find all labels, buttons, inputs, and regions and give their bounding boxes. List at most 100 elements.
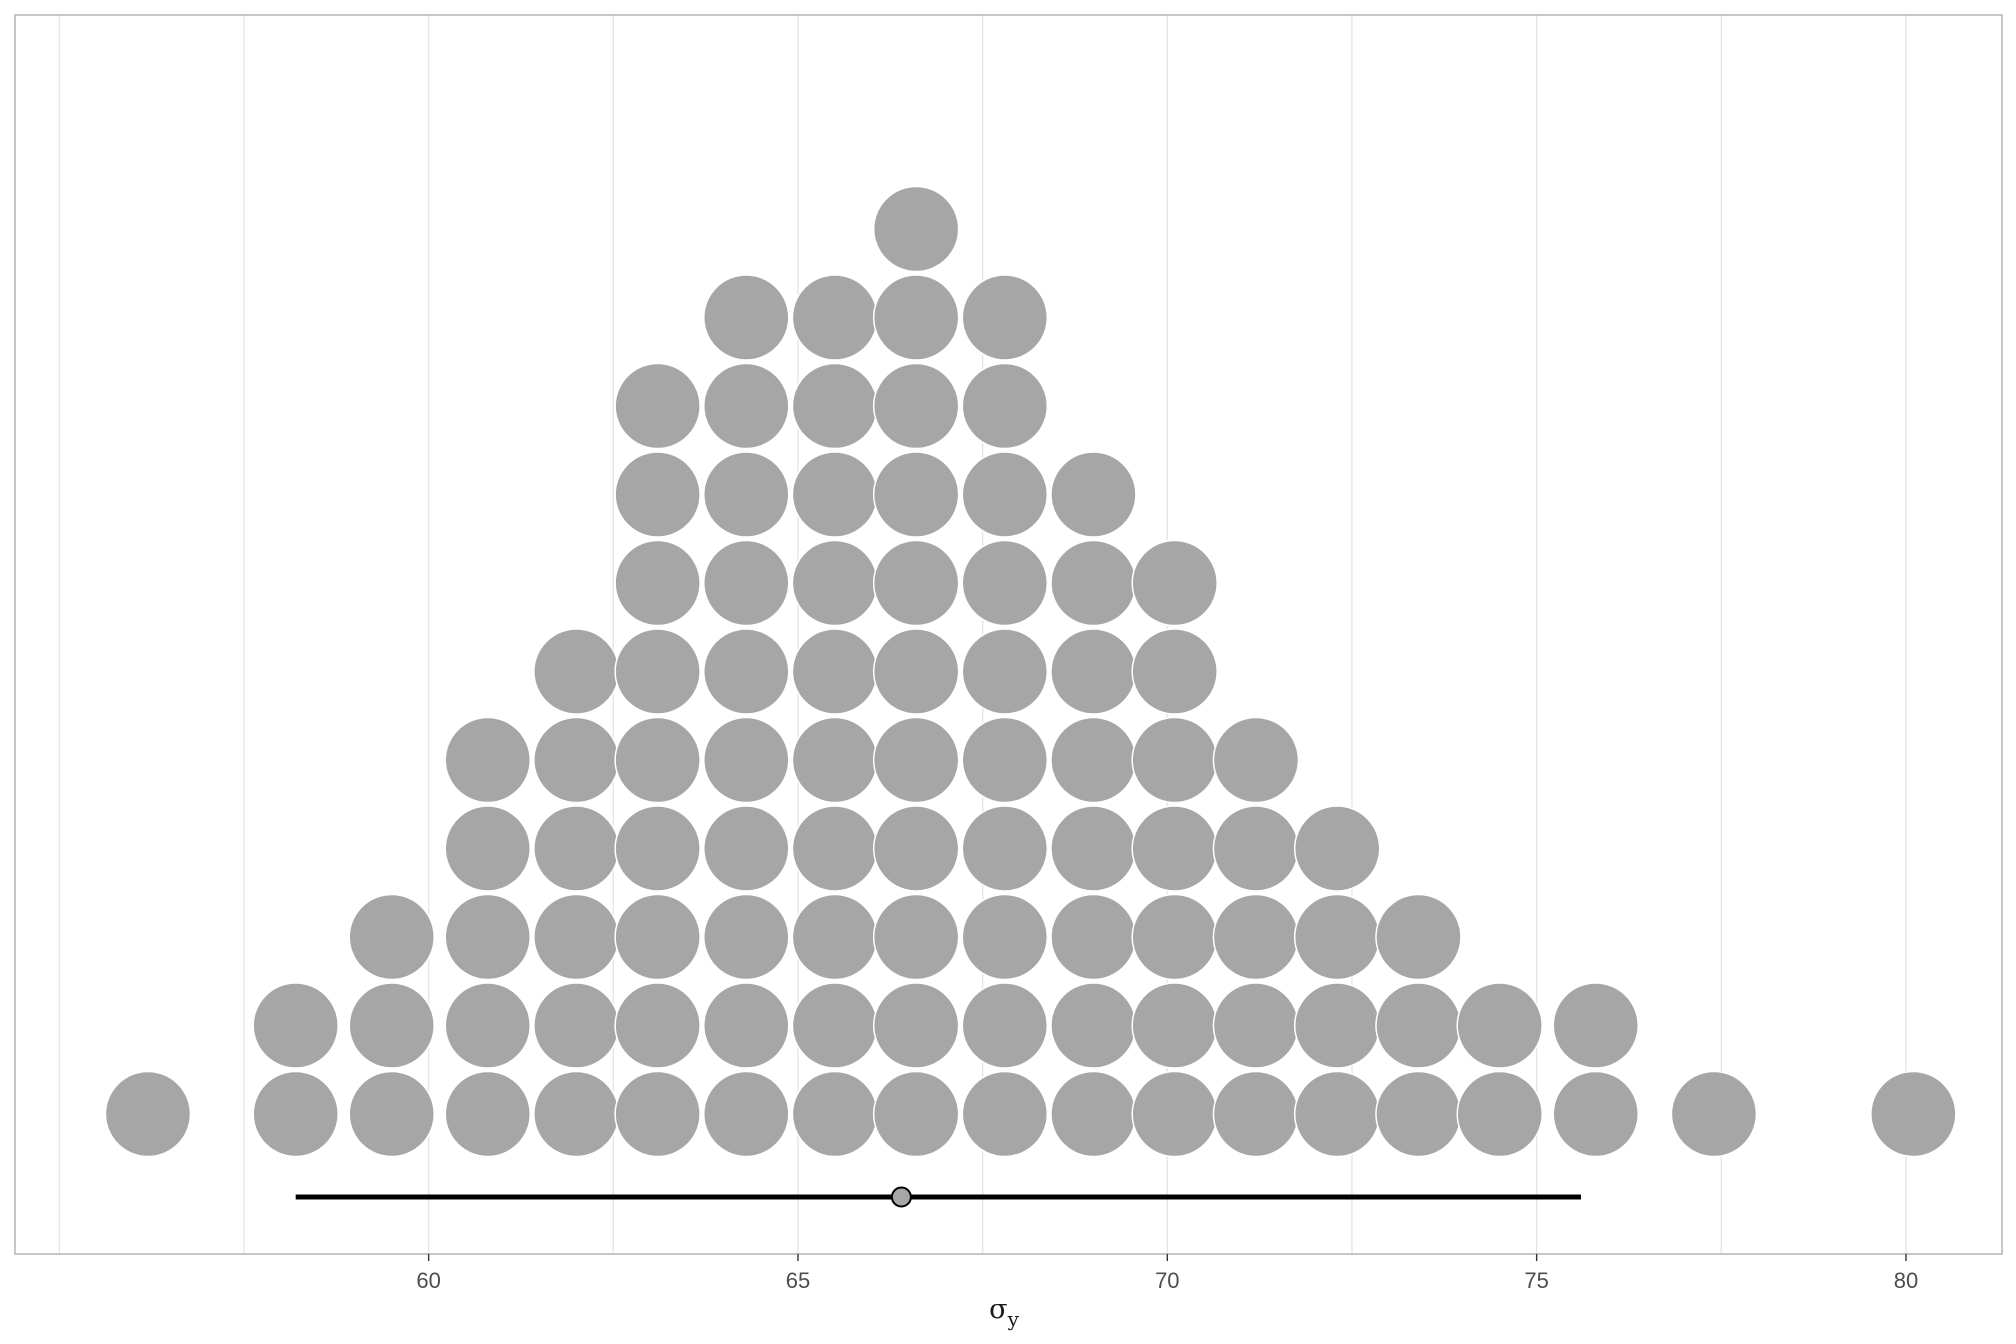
dot [1131,805,1218,892]
interval-summary [295,1186,1581,1208]
dot [791,539,879,627]
x-tick-label: 80 [1894,1268,1918,1293]
dot [533,1070,620,1158]
dot [614,982,701,1069]
dot [1670,1070,1758,1158]
dot [1456,982,1543,1069]
dot [1375,1070,1462,1158]
dot [444,893,531,981]
dot [533,893,620,981]
dot [1131,1070,1218,1158]
dot [703,1070,790,1158]
dot [614,1070,701,1158]
dot [348,893,435,981]
dot [791,716,879,804]
dot [703,805,790,892]
dot [1293,805,1381,892]
dot [961,716,1049,804]
dot [703,628,790,715]
dot [961,982,1049,1069]
dot [1212,893,1300,981]
point-estimate [890,1186,912,1208]
dot [1552,1070,1639,1158]
dot [961,628,1049,715]
dot [791,893,879,981]
dot [444,716,531,804]
dot [703,451,790,538]
dot [961,893,1049,981]
dot [1212,716,1300,804]
dot [1212,805,1300,892]
dot [614,451,701,538]
dot [614,539,701,627]
dot [961,451,1049,538]
dot [1131,539,1218,627]
dot [872,893,960,981]
dot [1131,982,1218,1069]
x-tick-label: 75 [1524,1268,1548,1293]
panel-border [14,14,2003,1255]
dot [1050,805,1137,892]
dot [533,628,620,715]
dot [533,805,620,892]
dot [348,1070,435,1158]
dot [444,805,531,892]
dot [872,716,960,804]
dot [533,716,620,804]
dot [703,274,790,361]
dot [872,982,960,1069]
dot [961,274,1049,361]
x-tick-label: 60 [416,1268,440,1293]
dot [1050,982,1137,1069]
dot [1293,893,1381,981]
dot [872,1070,960,1158]
dot [1552,982,1639,1069]
dot [791,982,879,1069]
x-tick-label: 65 [786,1268,810,1293]
dot [791,1070,879,1158]
dot [791,274,879,361]
dot [872,274,960,361]
dot [703,716,790,804]
dot [252,982,339,1069]
dot [614,628,701,715]
dot [1456,1070,1543,1158]
dot [1131,716,1218,804]
dot [444,1070,531,1158]
dot [703,982,790,1069]
dot [614,805,701,892]
dot [872,628,960,715]
dot [1375,893,1462,981]
dot [444,982,531,1069]
dot [1375,982,1462,1069]
dot [872,539,960,627]
dot [348,982,435,1069]
dot [1293,1070,1381,1158]
dot [1131,893,1218,981]
dot [1050,1070,1137,1158]
dot [872,805,960,892]
x-axis-title-subscript: y [1007,1307,1020,1331]
dot [872,185,960,273]
dot [791,628,879,715]
dot [703,539,790,627]
dot [614,893,701,981]
dot [614,362,701,450]
dot [1212,982,1300,1069]
dot [104,1070,192,1158]
dot [1050,716,1137,804]
dot [1050,451,1137,538]
dot [1293,982,1381,1069]
dot [703,362,790,450]
dot [791,451,879,538]
dot-stacks [104,185,1957,1158]
dot [1050,628,1137,715]
dot [1050,539,1137,627]
dot [791,805,879,892]
dot [1131,628,1218,715]
dot [1050,893,1137,981]
dot [961,805,1049,892]
dot [791,362,879,450]
x-axis-title: σy [989,1294,1019,1331]
